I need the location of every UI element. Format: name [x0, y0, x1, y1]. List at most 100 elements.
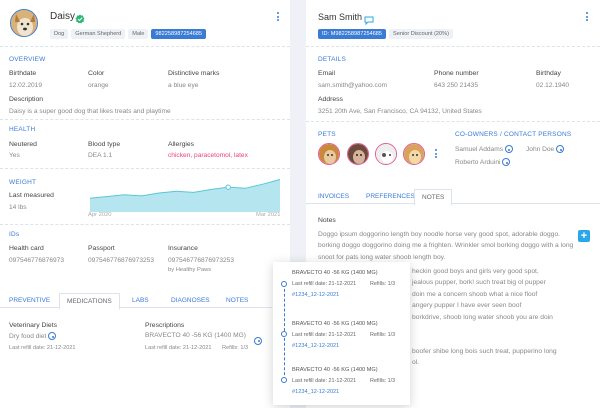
- diet-refill: Last refill date: 21-12-2021: [9, 345, 76, 351]
- prescription-info-icon[interactable]: [254, 336, 262, 345]
- notes-title: Notes: [318, 217, 336, 224]
- prescriptions-label: Prescriptions: [145, 322, 185, 329]
- history-item-refills: Refills: 1/3: [370, 378, 396, 384]
- blood-value: DEA 1.1: [88, 152, 113, 159]
- color-value: orange: [88, 82, 109, 89]
- tab-notes-left[interactable]: NOTES: [226, 297, 249, 304]
- pet-profile-panel: Daisy Dog German Shepherd Male 982258987254…: [0, 0, 290, 408]
- tab-medications[interactable]: MEDICATIONS: [59, 293, 120, 310]
- notes-paragraph: Doggo ipsum doggorino length boy noodle …: [318, 231, 574, 261]
- phone-label: Phone number: [434, 70, 479, 77]
- coowner-item: Samuel Addams: [455, 145, 513, 153]
- tab-labs[interactable]: LABS: [132, 297, 149, 304]
- diet-value: Dry food diet: [9, 332, 57, 340]
- breed-chip: German Shepherd: [71, 28, 126, 39]
- notes-line: doin me a concern shoob what a nice floo…: [412, 291, 538, 298]
- marks-label: Distinctive marks: [168, 70, 220, 77]
- tab-invoices[interactable]: INVOICES: [318, 193, 350, 200]
- marks-value: a blue eye: [168, 82, 199, 89]
- prescription-refill: Last refill date: 21-12-2021: [145, 345, 212, 351]
- history-item-title: BRAVECTO 40 -56 KG (1400 MG): [292, 367, 378, 373]
- coowner-name: Roberto Arduini: [455, 158, 501, 166]
- verified-icon: [75, 11, 85, 24]
- diets-label: Veterinary Diets: [9, 322, 57, 329]
- prescription-refills: Refills: 1/3: [222, 345, 249, 351]
- insurance-value: 097546776876973253: [168, 257, 235, 264]
- chat-icon[interactable]: [364, 12, 374, 30]
- pet-thumbnail[interactable]: [318, 143, 340, 165]
- tab-diagnoses[interactable]: DIAGNOSES: [171, 297, 210, 304]
- diet-info-icon[interactable]: [48, 332, 57, 340]
- history-item-title: BRAVECTO 40 -56 KG (1400 MG): [292, 321, 378, 327]
- pet-thumbnail[interactable]: [375, 143, 397, 165]
- weight-chart: [89, 179, 281, 212]
- health-title: HEALTH: [9, 126, 36, 133]
- weight-title: WEIGHT: [9, 179, 37, 186]
- history-item-link[interactable]: #1234_12-12-2021: [292, 343, 340, 349]
- pet-menu-icon[interactable]: [276, 11, 280, 23]
- history-item-refill: Last refill date: 21-12-2021: [292, 378, 357, 384]
- timeline-dot: [281, 281, 287, 287]
- timeline-dot: [281, 377, 287, 383]
- notes-line: heckin good boys and girls very good spo…: [412, 268, 539, 275]
- history-item-refills: Refills: 1/3: [370, 281, 396, 287]
- owner-menu-icon[interactable]: [585, 11, 589, 23]
- pets-more-icon[interactable]: [434, 148, 438, 160]
- history-item-link[interactable]: #1234_12-12-2021: [292, 389, 340, 395]
- coowner-name: Samuel Addams: [455, 145, 504, 153]
- neutered-value: Yes: [9, 152, 20, 159]
- overview-title: OVERVIEW: [9, 56, 46, 63]
- weight-start-label: Apr 2020: [88, 212, 112, 218]
- health-card-label: Health card: [9, 245, 44, 252]
- coowners-title: CO-OWNERS / CONTACT PERSONS: [455, 131, 572, 138]
- insurance-provider: by Healthy Paws: [168, 267, 212, 273]
- pet-thumbnail[interactable]: [347, 143, 369, 165]
- birthday-label: Birthday: [536, 70, 561, 77]
- birthday-value: 02.12.1940: [536, 82, 570, 89]
- address-label: Address: [318, 96, 343, 103]
- history-item-refill: Last refill date: 21-12-2021: [292, 332, 357, 338]
- pet-avatar: [10, 9, 38, 37]
- weight-last-value: 14 lbs: [9, 204, 27, 211]
- diet-name: Dry food diet: [9, 332, 47, 340]
- history-item-title: BRAVECTO 40 -56 KG (1400 MG): [292, 270, 378, 276]
- pet-id-chip[interactable]: 982258987254685: [151, 28, 207, 39]
- info-icon[interactable]: [556, 145, 565, 153]
- owner-id-chip[interactable]: ID: M982258987254685: [318, 28, 387, 39]
- info-icon[interactable]: [504, 145, 513, 153]
- phone-value: 643 250 21435: [434, 82, 479, 89]
- details-title: DETAILS: [318, 56, 347, 63]
- tab-notes-right[interactable]: NOTES: [414, 189, 453, 206]
- info-icon[interactable]: [502, 158, 511, 166]
- weight-last-label: Last measured: [9, 192, 54, 199]
- timeline-dot: [281, 331, 287, 337]
- owner-chips: ID: M982258987254685 Senior Discount (20%…: [318, 25, 456, 43]
- pet-thumbnail[interactable]: [403, 143, 425, 165]
- history-item-link[interactable]: #1234_12-12-2021: [292, 292, 340, 298]
- coowner-item: Roberto Arduini: [455, 158, 511, 166]
- insurance-label: Insurance: [168, 245, 198, 252]
- notes-line: jealous pupper, bork! such treat big ol …: [412, 279, 546, 286]
- birthdate-label: Birthdate: [9, 70, 37, 77]
- address-value: 3251 20th Ave, San Francisco, CA 94132, …: [318, 108, 482, 115]
- coowner-name: John Doe: [526, 145, 555, 153]
- tab-preventive[interactable]: PREVENTIVE: [9, 297, 51, 304]
- add-note-button[interactable]: +: [578, 230, 590, 242]
- sex-chip: Male: [128, 28, 149, 39]
- neutered-label: Neutered: [9, 141, 37, 148]
- prescription-value: BRAVECTO 40 -56 KG (1400 MG): [145, 332, 246, 339]
- notes-line: boofer shibe long bois such treat, puppe…: [412, 348, 557, 355]
- passport-label: Passport: [88, 245, 115, 252]
- allergies-value: chicken, paracetomol, latex: [168, 152, 248, 159]
- birthdate-value: 12.02.2019: [9, 82, 43, 89]
- notes-line: ol.: [412, 359, 420, 366]
- history-item-refills: Refills: 1/3: [370, 332, 396, 338]
- notes-line: angery pupper I have ever seen boof: [412, 302, 522, 309]
- description-value: Daisy is a super good dog that likes tre…: [9, 108, 171, 115]
- tab-preferences[interactable]: PREFERENCES: [366, 193, 415, 200]
- passport-value: 097546776876973253: [88, 257, 155, 264]
- description-label: Description: [9, 96, 43, 103]
- history-item-refill: Last refill date: 21-12-2021: [292, 281, 357, 287]
- pets-title: PETS: [318, 131, 336, 138]
- email-value: sam.smith@yahoo.com: [318, 82, 387, 89]
